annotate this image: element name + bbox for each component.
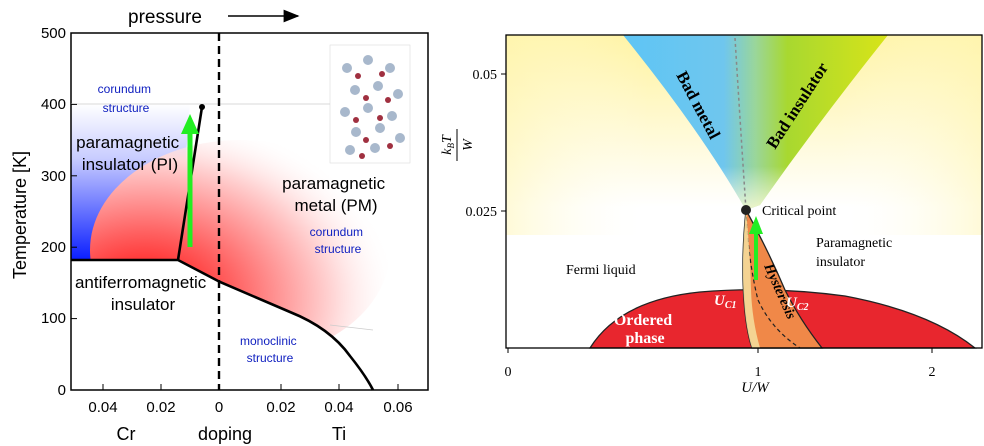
svg-text:200: 200 [41, 239, 66, 256]
critical-point-label: Critical point [762, 204, 836, 219]
green-arrow-left-head [181, 114, 199, 134]
left-phase-diagram: pressure [10, 7, 429, 444]
svg-text:0.05: 0.05 [473, 68, 498, 83]
widom-line [734, 37, 747, 211]
x-axis-right-label: Ti [332, 424, 346, 444]
svg-text:1: 1 [755, 365, 762, 380]
x-axis-left-label: Cr [117, 424, 136, 444]
corundum-top-label: corundum structure [98, 82, 155, 115]
svg-text:kBT: kBT [440, 134, 456, 155]
svg-text:0: 0 [215, 399, 223, 416]
svg-text:0.025: 0.025 [466, 205, 498, 220]
critical-point-left [199, 104, 205, 110]
afi-region [71, 260, 373, 390]
fermi-liquid-label: Fermi liquid [566, 263, 636, 278]
right-phase-diagram: Bad metal Bad insulator Critical point P… [440, 34, 983, 396]
right-x-axis-label: U/W [741, 380, 770, 396]
afi-boundary [71, 258, 375, 391]
right-x-ticks: 0 1 2 [505, 348, 936, 380]
right-y-axis-label: kBT W [440, 129, 476, 161]
afi-label: antiferromagnetic insulator [75, 273, 211, 314]
left-y-axis-label: Temperature [K] [10, 151, 30, 279]
svg-text:400: 400 [41, 96, 66, 113]
svg-text:0.04: 0.04 [324, 399, 353, 416]
paramagnetic-insulator-label: Paramagnetic insulator [816, 236, 896, 270]
crystal-structure-image [329, 44, 411, 164]
left-y-ticks: 0 100 200 300 400 500 [41, 25, 77, 399]
svg-text:100: 100 [41, 310, 66, 327]
svg-text:0.06: 0.06 [383, 399, 412, 416]
left-plot-frame [70, 32, 429, 391]
svg-text:0: 0 [58, 382, 66, 399]
left-x-ticks: 0.04 0.02 0 0.02 0.04 0.06 [88, 384, 413, 416]
ordered-phase-label: Ordered phase [614, 312, 676, 347]
critical-point [741, 205, 751, 215]
right-plot-frame [505, 34, 983, 349]
green-arrow-right-head [749, 216, 763, 234]
pi-label: paramagnetic insulator (PI) [76, 133, 184, 174]
svg-text:2: 2 [929, 365, 936, 380]
svg-text:0.02: 0.02 [146, 399, 175, 416]
x-axis-center-label: doping [198, 424, 252, 444]
pm-label: paramagnetic metal (PM) [282, 174, 390, 215]
svg-text:500: 500 [41, 25, 66, 42]
corundum-right-label: corundum structure [310, 225, 367, 256]
svg-text:0.02: 0.02 [266, 399, 295, 416]
pressure-label: pressure [128, 7, 202, 28]
svg-text:300: 300 [41, 168, 66, 185]
svg-text:0.04: 0.04 [88, 399, 117, 416]
uc2-label: UC2 [786, 295, 809, 313]
svg-text:0: 0 [505, 365, 512, 380]
monoclinic-label: monoclinic structure [240, 334, 300, 365]
right-y-ticks: 0.025 0.05 [466, 68, 506, 220]
svg-text:W: W [461, 138, 476, 151]
uc1-label: UC1 [714, 293, 737, 311]
